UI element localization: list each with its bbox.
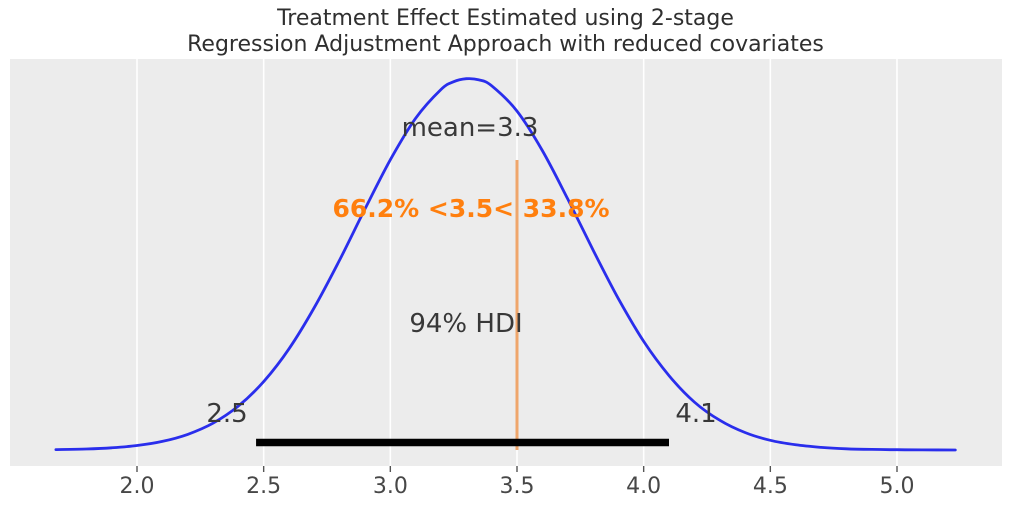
chart-title-line2: Regression Adjustment Approach with redu… — [187, 32, 824, 57]
x-tick-label: 3.0 — [372, 474, 408, 499]
plot-area-background — [10, 59, 1002, 466]
hdi-upper-label: 4.1 — [675, 399, 717, 429]
x-tick-label: 2.0 — [119, 474, 155, 499]
ref-value-annotation: 66.2% <3.5< 33.8% — [332, 194, 610, 223]
x-tick-label: 4.0 — [626, 474, 662, 499]
hdi-prob-annotation: 94% HDI — [409, 309, 523, 339]
chart-title: Treatment Effect Estimated using 2-stage… — [0, 6, 1011, 58]
hdi-lower-label: 2.5 — [206, 399, 248, 429]
chart-title-line1: Treatment Effect Estimated using 2-stage — [277, 6, 734, 31]
mean-annotation: mean=3.3 — [401, 113, 539, 143]
x-tick-label: 4.5 — [752, 474, 788, 499]
x-tick-label: 3.5 — [499, 474, 535, 499]
kde-curve — [54, 77, 957, 452]
x-tick-label: 5.0 — [879, 474, 915, 499]
x-tick-label: 2.5 — [246, 474, 282, 499]
